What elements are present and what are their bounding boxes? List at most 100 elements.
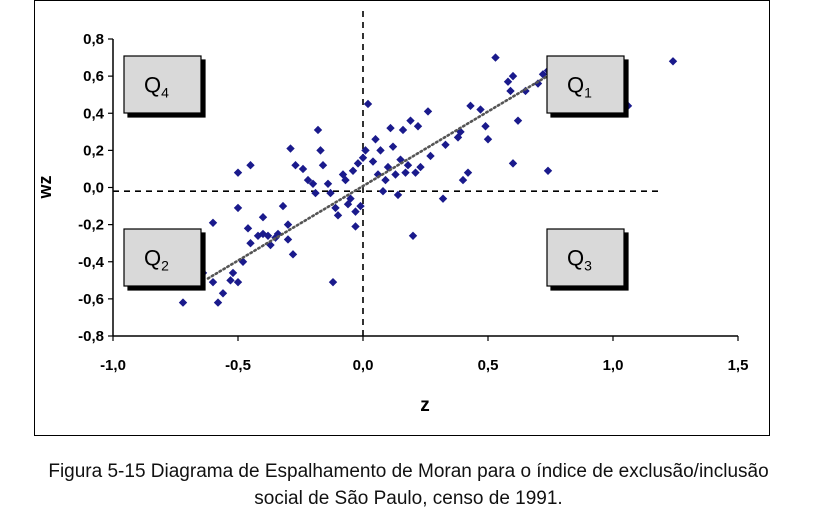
data-point [391,170,400,179]
data-point [233,168,243,177]
data-point [233,203,243,213]
data-point [258,213,268,222]
data-point [326,188,335,198]
quadrant-box [546,55,625,114]
x-tick-label: 1,5 [728,357,749,374]
data-point [401,168,410,177]
data-point [491,53,500,62]
data-point [313,125,323,135]
data-point [376,146,385,155]
data-point [246,238,255,248]
y-tick-label: 0,4 [83,105,105,122]
data-point [333,211,343,220]
data-point [513,116,523,125]
data-point [218,289,228,298]
data-point [311,188,320,198]
data-point [533,79,543,88]
y-tick-label: -0,8 [78,328,104,345]
data-point [396,155,405,164]
data-point [318,161,328,170]
data-point [213,298,223,307]
figure-caption: Figura 5-15 Diagrama de Espalhamento de … [0,458,817,512]
data-point [328,277,338,287]
data-point [361,146,370,155]
data-point [286,144,295,153]
data-point [506,86,515,96]
chart-frame: 0,8 0,6 0,4 0,2 0,0 -0,2 -0,4 -0,6 -0,8 -1,0 -0,5 0… [34,0,770,436]
x-axis-label: z [420,395,430,416]
data-point [463,168,473,177]
quadrant-text: Q3 [567,246,592,274]
data-point [238,257,248,266]
data-point [273,229,283,239]
y-tick-label: -0,2 [78,217,104,234]
data-point [316,146,325,155]
y-tick-label: 0,6 [83,68,104,85]
data-point [178,298,188,307]
quadrant-text: Q2 [144,246,169,274]
data-point [441,140,450,150]
data-point [283,235,293,244]
quadrant-box [546,228,625,287]
data-point [243,224,253,233]
y-tick-label: -0,6 [78,291,104,308]
data-point [228,268,238,278]
scatter-chart: 0,8 0,6 0,4 0,2 0,0 -0,2 -0,4 -0,6 -0,8 -1,0 -0,5 0… [35,11,749,416]
data-point [388,142,398,151]
data-point [458,175,468,185]
data-point [386,123,395,133]
x-tick-label: -0,5 [225,357,251,374]
quadrant-text: Q1 [567,73,592,101]
data-point [543,166,553,175]
data-point [356,201,365,211]
data-point [426,151,435,161]
data-point [398,125,408,135]
data-point [351,207,360,216]
data-point [378,187,388,196]
quadrant-label-q1: Q1 [546,55,625,114]
x-tick-label: 0,0 [353,357,374,374]
y-tick-label: 0,0 [83,180,104,197]
data-point [323,179,333,188]
data-point [351,222,360,231]
data-point [411,168,420,177]
data-point [298,164,308,174]
data-point [208,277,218,287]
data-point [308,179,318,188]
caption-line-2: social de São Paulo, censo de 1991. [254,488,563,509]
data-point [406,116,415,125]
y-tick-label: -0,4 [78,254,105,271]
quadrant-label-q2: Q2 [123,228,202,287]
caption-line-1: Figura 5-15 Diagrama de Espalhamento de … [48,461,769,482]
quadrant-box [123,55,202,114]
data-point [303,175,313,185]
x-tick-label: -1,0 [100,357,126,374]
data-point [263,231,273,240]
data-point [668,57,678,66]
data-point [291,161,300,170]
x-tick-label: 0,5 [478,357,499,374]
data-point [413,122,423,131]
data-point [466,101,475,111]
data-point [278,201,288,211]
data-point [208,218,218,227]
data-point [288,250,298,259]
data-point [331,203,340,213]
data-point [363,99,373,109]
y-axis-label: wz [35,175,55,199]
data-point [521,86,530,96]
data-point [283,220,293,229]
data-point [233,277,243,287]
data-point [481,122,490,131]
data-point [368,157,378,166]
data-point [353,159,363,168]
data-point [341,175,350,185]
data-point [381,175,390,185]
quadrant-text: Q4 [144,73,169,101]
data-point [403,161,413,170]
quadrant-label-q4: Q4 [123,55,202,114]
data-point [623,101,633,111]
data-point [346,194,355,203]
data-point [438,194,448,203]
data-point [483,135,493,144]
